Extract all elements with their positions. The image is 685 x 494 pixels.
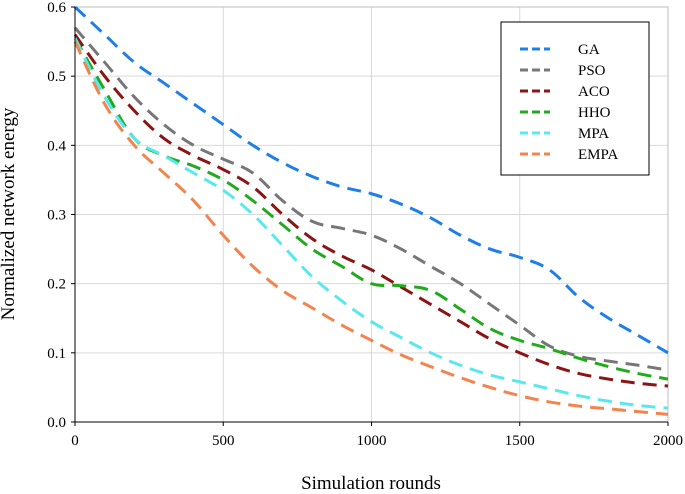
y-tick-label: 0.6 xyxy=(47,0,66,16)
legend-label-hho: HHO xyxy=(578,105,611,121)
legend-label-pso: PSO xyxy=(578,63,606,79)
x-axis-ticks: 0 500 1000 1500 2000 xyxy=(71,422,683,449)
series-mpa xyxy=(73,37,669,410)
x-tick-label: 2000 xyxy=(653,433,683,449)
x-tick-label: 1500 xyxy=(505,433,535,449)
y-tick-label: 0.1 xyxy=(47,346,66,362)
legend-label-mpa: MPA xyxy=(578,126,609,142)
x-tick-label: 0 xyxy=(71,433,79,449)
x-axis-title: Simulation rounds xyxy=(301,473,441,494)
x-tick-label: 500 xyxy=(212,433,235,449)
series-line-mpa xyxy=(73,37,669,410)
legend-label-ga: GA xyxy=(578,42,600,58)
series-pso xyxy=(73,26,669,372)
legend: GA PSO ACO HHO MPA EMPA xyxy=(500,21,650,176)
y-axis-title: Normalized network energy xyxy=(0,107,19,320)
series-line-ga xyxy=(73,5,669,355)
y-tick-label: 0.5 xyxy=(47,69,66,85)
series-empa xyxy=(73,40,669,416)
y-axis-ticks: 0.0 0.1 0.2 0.3 0.4 0.5 0.6 xyxy=(47,0,75,431)
legend-label-empa: EMPA xyxy=(578,147,618,163)
series-line-empa xyxy=(73,40,669,416)
legend-label-aco: ACO xyxy=(578,84,610,100)
y-tick-label: 0.3 xyxy=(47,208,66,224)
x-tick-label: 1000 xyxy=(357,433,387,449)
series-ga xyxy=(73,5,669,355)
series-line-aco xyxy=(73,33,669,388)
series-line-pso xyxy=(73,26,669,372)
series-lines xyxy=(73,5,669,416)
series-aco xyxy=(73,33,669,388)
legend-entries: GA PSO ACO HHO MPA EMPA xyxy=(520,42,618,163)
legend-box xyxy=(500,21,650,176)
y-tick-label: 0.2 xyxy=(47,277,66,293)
y-tick-label: 0.4 xyxy=(47,138,66,154)
y-tick-label: 0.0 xyxy=(47,415,66,431)
